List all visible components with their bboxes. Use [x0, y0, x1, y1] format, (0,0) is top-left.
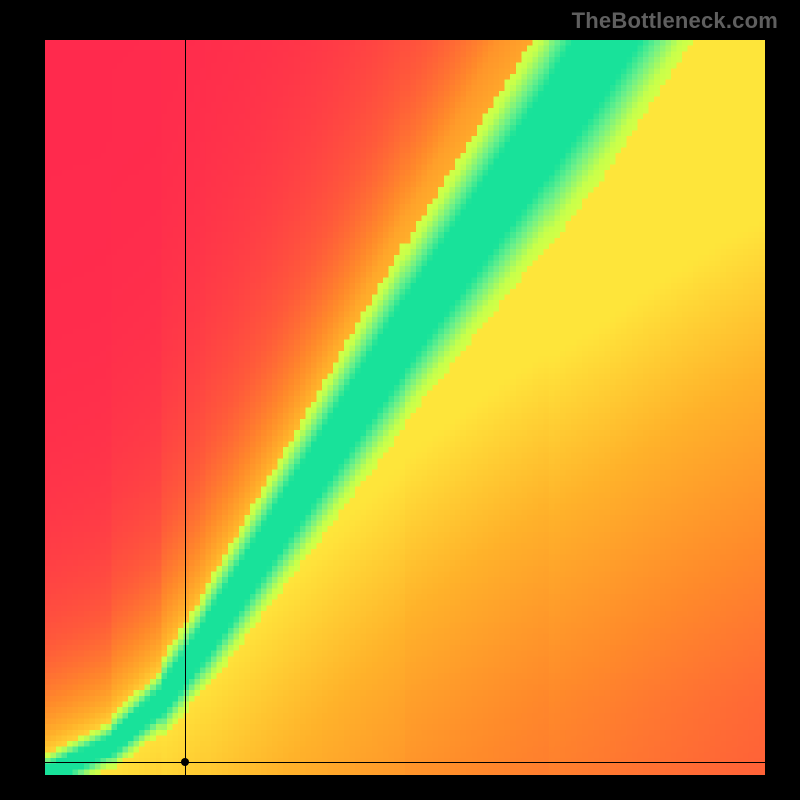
chart-container: TheBottleneck.com: [0, 0, 800, 800]
heatmap-canvas: [45, 40, 765, 775]
bottleneck-heatmap: [45, 40, 765, 775]
crosshair-vertical: [185, 40, 186, 775]
watermark-text: TheBottleneck.com: [572, 8, 778, 34]
crosshair-horizontal: [45, 762, 765, 763]
